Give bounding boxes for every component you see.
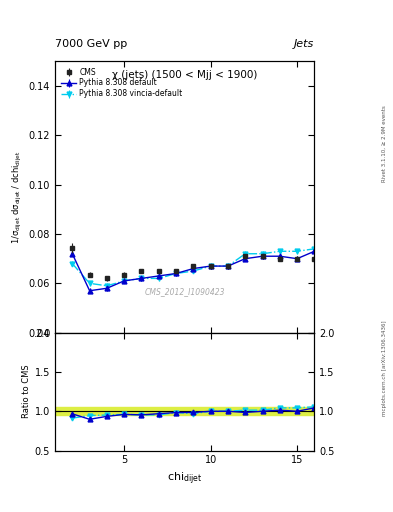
Text: 7000 GeV pp: 7000 GeV pp [55, 38, 127, 49]
Y-axis label: 1/σ$_\mathregular{dijet}$ dσ$_\mathregular{dijet}$ / dchi$_\mathregular{dijet}$: 1/σ$_\mathregular{dijet}$ dσ$_\mathregul… [11, 150, 24, 244]
Text: mcplots.cern.ch [arXiv:1306.3436]: mcplots.cern.ch [arXiv:1306.3436] [382, 321, 387, 416]
X-axis label: chi$_\mathregular{dijet}$: chi$_\mathregular{dijet}$ [167, 471, 202, 487]
Text: χ (jets) (1500 < Mjj < 1900): χ (jets) (1500 < Mjj < 1900) [112, 70, 257, 79]
Legend: CMS, Pythia 8.308 default, Pythia 8.308 vincia-default: CMS, Pythia 8.308 default, Pythia 8.308 … [59, 65, 185, 101]
Y-axis label: Ratio to CMS: Ratio to CMS [22, 365, 31, 418]
Text: CMS_2012_I1090423: CMS_2012_I1090423 [145, 287, 225, 296]
Text: Jets: Jets [294, 38, 314, 49]
Bar [55, 408, 314, 415]
Text: Rivet 3.1.10, ≥ 2.9M events: Rivet 3.1.10, ≥ 2.9M events [382, 105, 387, 182]
